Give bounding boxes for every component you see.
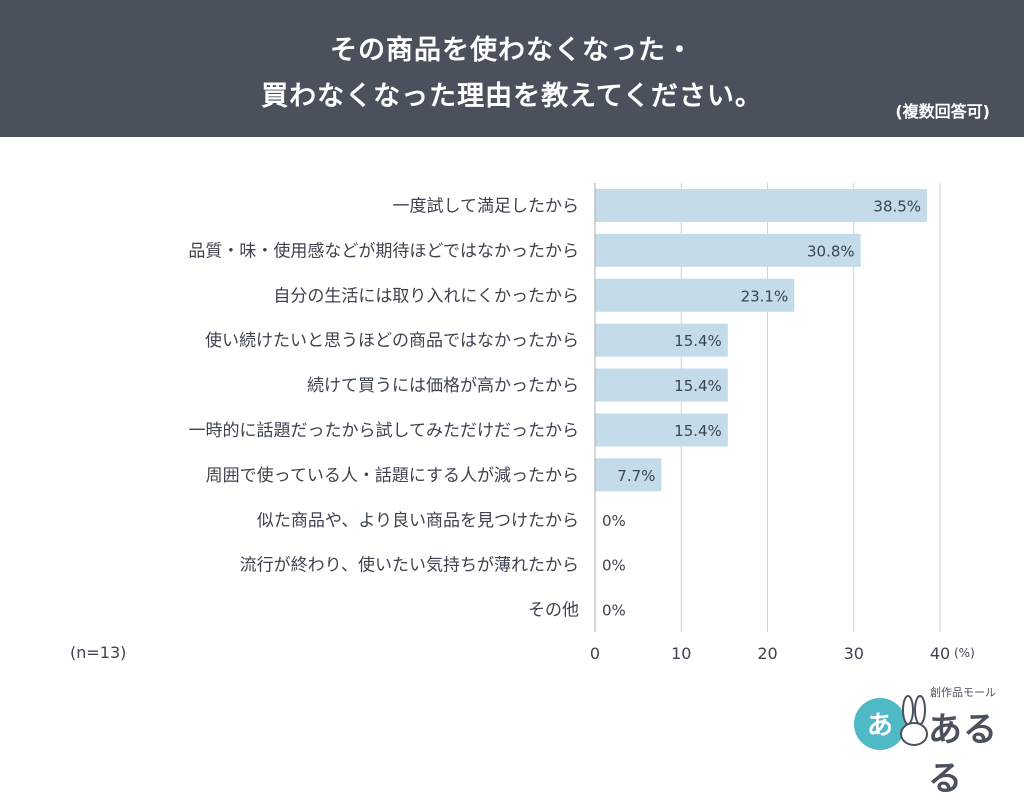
bar xyxy=(595,233,861,267)
multiple-answers-note: (複数回答可) xyxy=(895,102,990,121)
category-label: 続けて買うには価格が高かったから xyxy=(307,376,579,396)
category-label: 品質・味・使用感などが期待ほどではなかったから xyxy=(188,240,579,261)
bar xyxy=(595,278,795,312)
category-label: 使い続けたいと思うほどの商品ではなかったから xyxy=(205,330,579,351)
bar xyxy=(595,413,728,447)
rabbit-logo-icon: あ xyxy=(854,695,928,750)
x-tick-label: 40 xyxy=(930,644,950,663)
value-label: 0% xyxy=(602,602,626,620)
category-label: 流行が終わり、使いたい気持ちが薄れたから xyxy=(240,555,579,576)
category-label: その他 xyxy=(528,601,579,621)
bar xyxy=(595,323,728,357)
category-label: 周囲で使っている人・話題にする人が減ったから xyxy=(206,465,579,486)
value-label: 38.5% xyxy=(873,197,921,215)
value-label: 15.4% xyxy=(674,377,722,395)
value-label: 30.8% xyxy=(807,242,855,260)
value-label: 0% xyxy=(602,512,626,530)
x-tick-label: 0 xyxy=(590,644,600,663)
bar xyxy=(595,368,728,402)
value-label: 7.7% xyxy=(617,467,655,485)
category-label: 一時的に話題だったから試してみただけだったから xyxy=(189,421,580,441)
logo-mark-text: あ xyxy=(867,711,893,741)
bar xyxy=(595,188,928,222)
logo-subtext: 創作品モール xyxy=(930,686,996,699)
category-label: 似た商品や、より良い商品を見つけたから xyxy=(257,511,579,531)
x-tick-label: 20 xyxy=(757,644,777,663)
chart-title-line-2: 買わなくなった理由を教えてください。 xyxy=(261,81,763,112)
sample-size-label: (n=13) xyxy=(70,643,127,662)
bar xyxy=(595,458,662,492)
chart-title-line-1: その商品を使わなくなった・ xyxy=(330,35,694,66)
category-label: 自分の生活には取り入れにくかったから xyxy=(273,286,579,306)
x-unit-label: (%) xyxy=(954,646,975,660)
x-tick-label: 10 xyxy=(671,644,691,663)
x-tick-label: 30 xyxy=(844,644,864,663)
logo: あ 創作品モール あるる xyxy=(850,682,1010,799)
bar-chart: 一度試して満足したから 38.5% 品質・味・使用感などが期待ほどではなかったから 3… xyxy=(188,183,975,663)
value-label: 15.4% xyxy=(674,422,722,440)
value-label: 0% xyxy=(602,557,626,575)
logo-text: あるる xyxy=(928,710,998,799)
category-label: 一度試して満足したから xyxy=(393,196,580,216)
header-banner: その商品を使わなくなった・ 買わなくなった理由を教えてください。 (複数回答可) xyxy=(0,0,1024,137)
value-label: 15.4% xyxy=(674,332,722,350)
value-label: 23.1% xyxy=(741,287,789,305)
